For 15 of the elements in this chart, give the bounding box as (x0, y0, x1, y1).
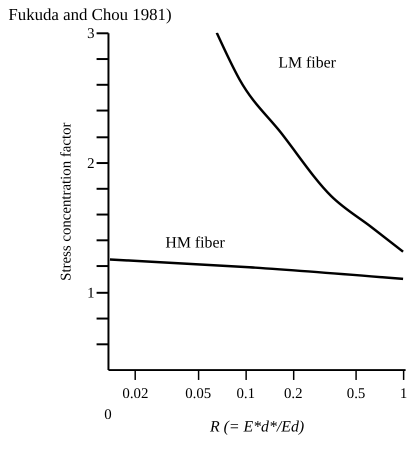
x-tick-label: 0.05 (185, 386, 212, 402)
text: 0 (104, 407, 112, 424)
annotation: LM fiber (278, 54, 337, 72)
x-axis-title: R (= E*d*/Ed) (208, 418, 304, 436)
y-tick-label: 3 (87, 26, 95, 42)
y-tick-label: 2 (87, 156, 95, 172)
x-tick-label: 0.2 (284, 386, 303, 402)
y-tick-label: 1 (87, 285, 95, 302)
annotation: HM fiber (165, 234, 226, 252)
x-tick-label: 0.1 (236, 386, 256, 402)
y-axis-title: Stress concentration factor (58, 122, 74, 281)
text: Fukuda and Chou 1981) (8, 4, 172, 24)
x-tick-label: 0.02 (122, 386, 148, 402)
x-tick-label: 0.5 (346, 386, 366, 402)
x-tick-label: 1 (400, 386, 408, 402)
